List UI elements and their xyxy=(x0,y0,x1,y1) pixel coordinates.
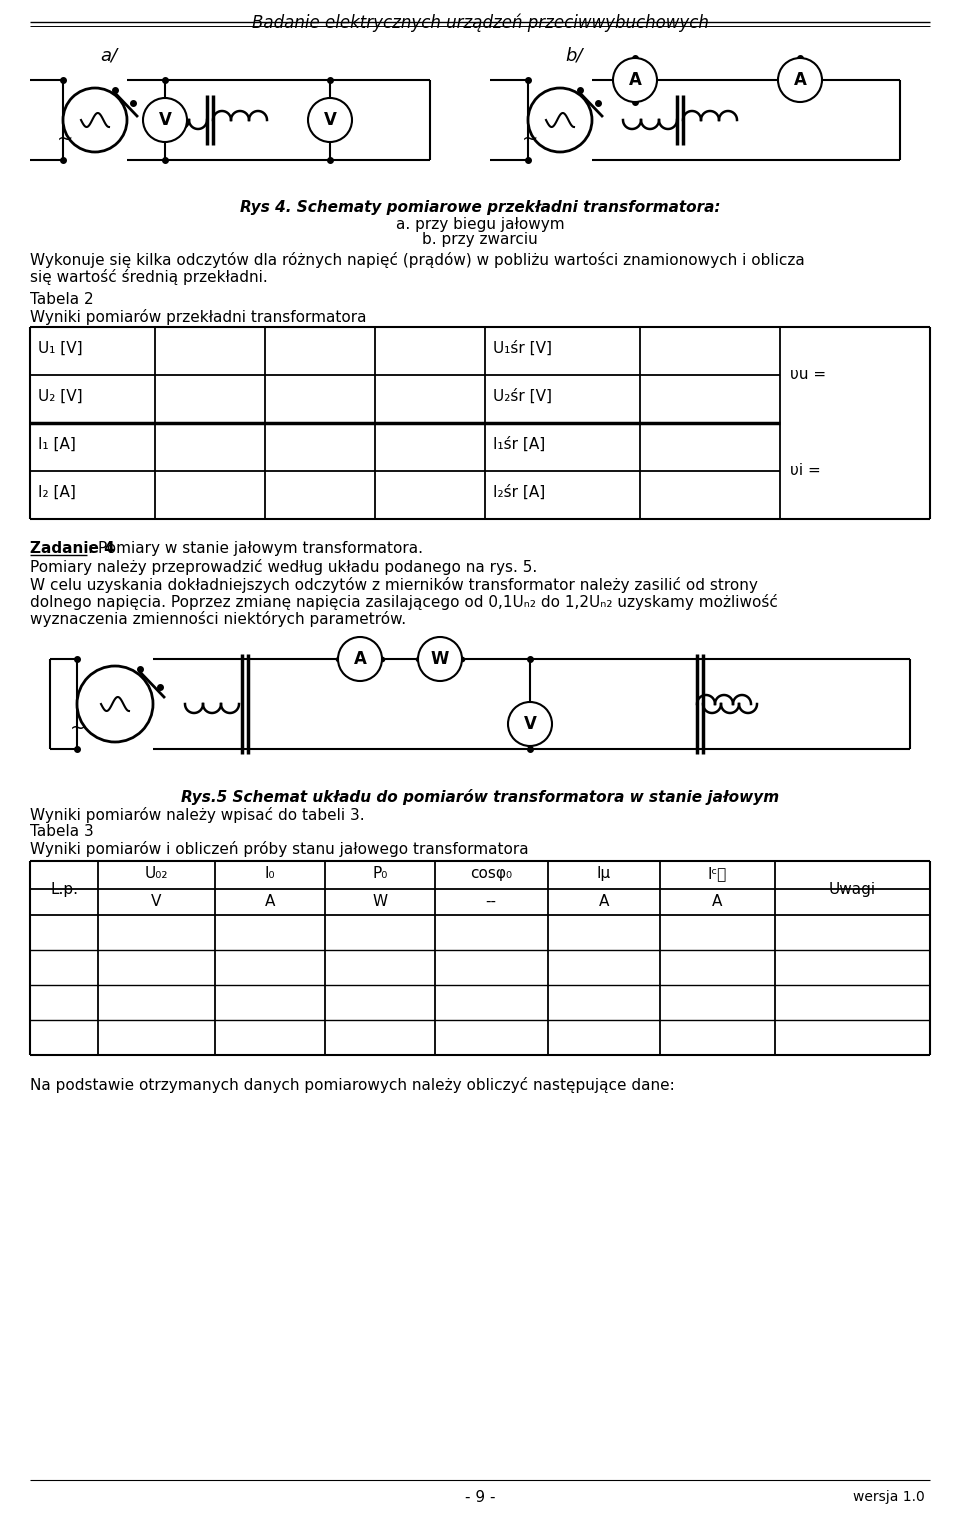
Text: Pomiary należy przeprowadzić według układu podanego na rys. 5.: Pomiary należy przeprowadzić według ukła… xyxy=(30,558,538,575)
Circle shape xyxy=(143,98,187,142)
Text: : Pomiary w stanie jałowym transformatora.: : Pomiary w stanie jałowym transformator… xyxy=(88,542,423,555)
Text: A: A xyxy=(711,894,722,909)
Text: wyznaczenia zmienności niektórych parametrów.: wyznaczenia zmienności niektórych parame… xyxy=(30,611,406,626)
Text: U₂śr [V]: U₂śr [V] xyxy=(493,389,552,404)
Text: a. przy biegu jałowym: a. przy biegu jałowym xyxy=(396,216,564,231)
Circle shape xyxy=(63,88,127,151)
Text: P₀: P₀ xyxy=(372,865,388,881)
Text: a/: a/ xyxy=(100,47,117,65)
Text: cosφ₀: cosφ₀ xyxy=(470,865,512,881)
Text: I₁ [A]: I₁ [A] xyxy=(38,437,76,452)
Text: się wartość średnią przekładni.: się wartość średnią przekładni. xyxy=(30,269,268,284)
Text: V: V xyxy=(151,894,161,909)
Text: ~: ~ xyxy=(522,130,539,148)
Text: W: W xyxy=(431,651,449,669)
Text: W celu uzyskania dokładniejszych odczytów z mierników transformator należy zasil: W celu uzyskania dokładniejszych odczytó… xyxy=(30,576,757,593)
Text: b/: b/ xyxy=(565,47,583,65)
Circle shape xyxy=(778,57,822,101)
Text: Tabela 2: Tabela 2 xyxy=(30,292,94,307)
Text: U₁ [V]: U₁ [V] xyxy=(38,340,83,356)
Text: Badanie elektrycznych urządzeń przeciwwybuchowych: Badanie elektrycznych urządzeń przeciwwy… xyxy=(252,14,708,32)
Text: ~: ~ xyxy=(70,719,86,738)
Circle shape xyxy=(77,666,153,741)
Circle shape xyxy=(613,57,657,101)
Circle shape xyxy=(528,88,592,151)
Text: Wyniki pomiarów przekładni transformatora: Wyniki pomiarów przekładni transformator… xyxy=(30,309,367,325)
Circle shape xyxy=(338,637,382,681)
Text: A: A xyxy=(629,71,641,89)
Text: υi =: υi = xyxy=(790,463,821,478)
Text: I₂śr [A]: I₂śr [A] xyxy=(493,486,545,501)
Text: b. przy zwarciu: b. przy zwarciu xyxy=(422,231,538,247)
Text: A: A xyxy=(353,651,367,669)
Text: U₁śr [V]: U₁śr [V] xyxy=(493,340,552,356)
Text: L.p.: L.p. xyxy=(50,882,78,897)
Text: W: W xyxy=(372,894,388,909)
Text: wersja 1.0: wersja 1.0 xyxy=(853,1490,925,1504)
Text: U₀₂: U₀₂ xyxy=(144,865,168,881)
Text: --: -- xyxy=(486,894,496,909)
Text: - 9 -: - 9 - xyxy=(465,1490,495,1505)
Text: U₂ [V]: U₂ [V] xyxy=(38,389,83,404)
Text: A: A xyxy=(794,71,806,89)
Text: A: A xyxy=(599,894,610,909)
Circle shape xyxy=(308,98,352,142)
Text: Wykonuje się kilka odczytów dla różnych napięć (prądów) w pobliżu wartości znami: Wykonuje się kilka odczytów dla różnych … xyxy=(30,253,804,268)
Text: dolnego napięcia. Poprzez zmianę napięcia zasilającego od 0,1Uₙ₂ do 1,2Uₙ₂ uzysk: dolnego napięcia. Poprzez zmianę napięci… xyxy=(30,595,778,610)
Text: Iᶜᶓ: Iᶜᶓ xyxy=(708,865,727,881)
Text: Rys 4. Schematy pomiarowe przekładni transformatora:: Rys 4. Schematy pomiarowe przekładni tra… xyxy=(240,200,720,215)
Text: Wyniki pomiarów i obliczeń próby stanu jałowego transformatora: Wyniki pomiarów i obliczeń próby stanu j… xyxy=(30,841,529,856)
Text: V: V xyxy=(523,716,537,732)
Text: Rys.5 Schemat układu do pomiarów transformatora w stanie jałowym: Rys.5 Schemat układu do pomiarów transfo… xyxy=(180,788,780,805)
Text: Iμ: Iμ xyxy=(597,865,612,881)
Text: I₂ [A]: I₂ [A] xyxy=(38,486,76,499)
Text: Zadanie 4: Zadanie 4 xyxy=(30,542,115,555)
Text: Uwagi: Uwagi xyxy=(828,882,876,897)
Text: υu =: υu = xyxy=(790,368,827,381)
Circle shape xyxy=(418,637,462,681)
Text: Na podstawie otrzymanych danych pomiarowych należy obliczyć następujące dane:: Na podstawie otrzymanych danych pomiarow… xyxy=(30,1077,675,1092)
Text: I₀: I₀ xyxy=(265,865,276,881)
Text: I₁śr [A]: I₁śr [A] xyxy=(493,437,545,452)
Text: ~: ~ xyxy=(57,130,73,148)
Text: V: V xyxy=(158,110,172,129)
Text: V: V xyxy=(324,110,336,129)
Text: Wyniki pomiarów należy wpisać do tabeli 3.: Wyniki pomiarów należy wpisać do tabeli … xyxy=(30,806,365,823)
Text: A: A xyxy=(265,894,276,909)
Text: Tabela 3: Tabela 3 xyxy=(30,825,94,840)
Circle shape xyxy=(508,702,552,746)
